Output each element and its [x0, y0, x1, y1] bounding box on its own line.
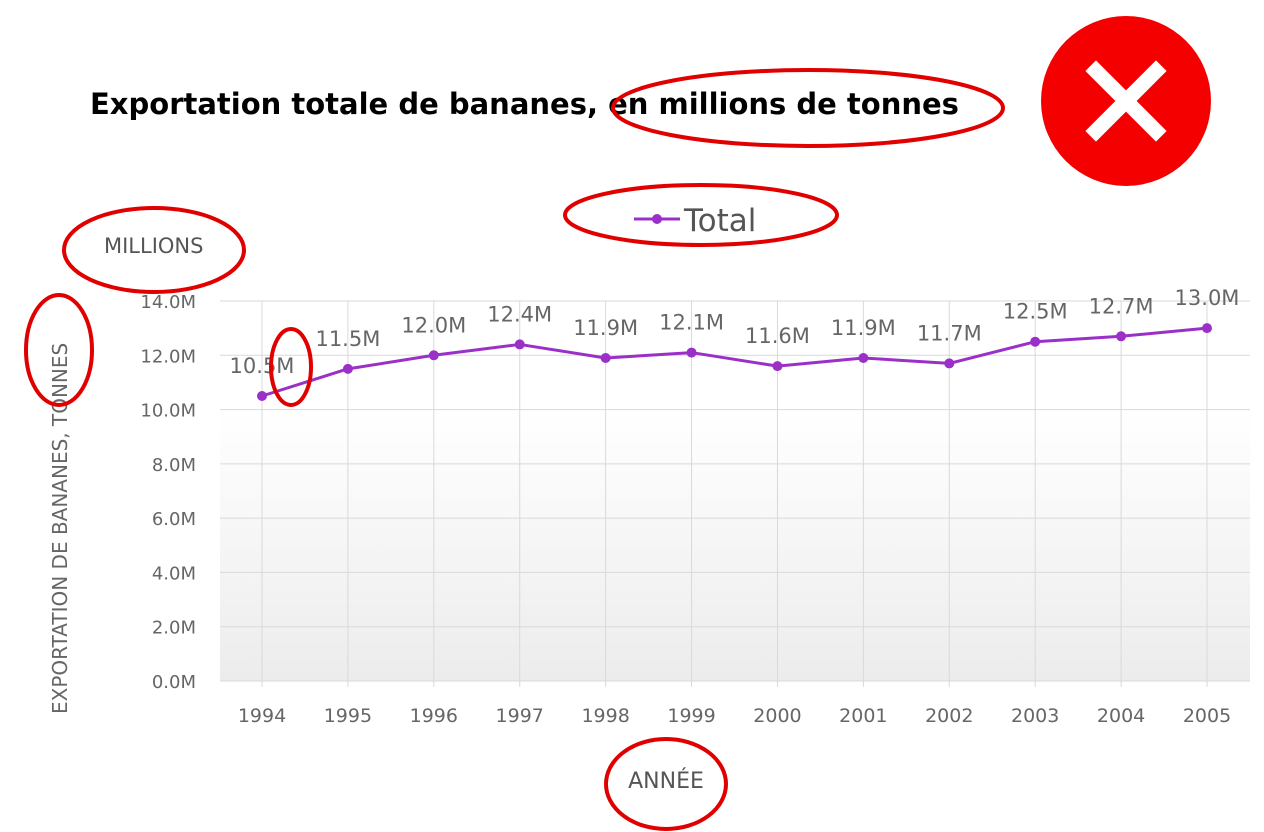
y-tick-label: 4.0M [152, 563, 196, 584]
annotation-ellipse-unit-title [611, 68, 1005, 148]
y-tick-label: 0.0M [152, 672, 196, 693]
x-tick-label: 1996 [410, 705, 458, 727]
annotation-ellipse-first-label [269, 327, 313, 407]
data-label: 11.9M [573, 316, 638, 340]
data-label: 11.9M [831, 316, 896, 340]
data-label: 13.0M [1175, 286, 1240, 310]
x-tick-label: 2002 [925, 705, 973, 727]
unit-label: MILLIONS [104, 234, 203, 258]
x-tick-label: 1994 [238, 705, 286, 727]
data-point [428, 350, 439, 361]
y-tick-label: 10.0M [140, 401, 196, 422]
series-total [261, 326, 1208, 398]
annotation-ellipse-annee [604, 737, 728, 831]
data-point [1116, 331, 1127, 342]
data-point [257, 391, 267, 401]
x-tick-label: 2005 [1183, 705, 1231, 727]
y-tick-label: 14.0M [140, 292, 196, 313]
chart-title: Exportation totale de bananes, en millio… [90, 87, 959, 121]
x-axis-ticks: 1994 1995 1996 1997 1998 1999 2000 2001 2002 2003… [238, 705, 1231, 727]
data-label: 12.1M [659, 311, 724, 335]
data-point [686, 347, 697, 358]
x-tick-label: 1997 [496, 705, 544, 727]
x-tick-label: 2004 [1097, 705, 1145, 727]
plot-area [220, 410, 1250, 681]
y-tick-label: 8.0M [152, 455, 196, 476]
data-point [772, 361, 783, 372]
x-tick-label: 1998 [581, 705, 629, 727]
data-label: 12.0M [401, 313, 466, 337]
data-label: 11.6M [745, 324, 810, 348]
y-tick-label: 12.0M [140, 346, 196, 367]
data-points [257, 323, 1212, 401]
close-icon [1041, 16, 1211, 186]
data-label: 12.4M [487, 302, 552, 326]
x-tick-label: 1999 [667, 705, 715, 727]
data-label: 12.7M [1089, 294, 1154, 318]
data-point [1202, 323, 1212, 334]
data-point [944, 358, 955, 369]
y-tick-label: 6.0M [152, 509, 196, 530]
x-tick-label: 2001 [839, 705, 887, 727]
data-point [1030, 336, 1041, 347]
legend-label-total: Total [683, 203, 756, 239]
annotation-ellipse-millions [62, 206, 246, 294]
x-tick-label: 2003 [1011, 705, 1059, 727]
data-label: 11.5M [315, 327, 380, 351]
annotation-ellipse-tonnes [24, 293, 94, 407]
y-tick-label: 2.0M [152, 618, 196, 639]
x-axis-label: ANNÉE [628, 768, 704, 794]
data-point [858, 353, 869, 363]
x-tick-label: 1995 [324, 705, 372, 727]
data-label: 11.7M [917, 321, 982, 345]
data-label: 12.5M [1003, 300, 1068, 324]
data-label: 10.5M [230, 354, 295, 378]
data-point [600, 353, 611, 363]
legend: Total [634, 203, 756, 239]
y-axis-ticks: 0.0M 2.0M 4.0M 6.0M 8.0M 10.0M 12.0M 14.0M [140, 292, 196, 693]
data-labels: 10.5M 11.5M 12.0M 12.4M 11.9M 12.1M 11.6M 11.9M… [230, 286, 1240, 378]
annotation-ellipse-legend [563, 183, 839, 247]
series-line-total [261, 326, 1208, 398]
x-tick-label: 2000 [753, 705, 801, 727]
data-point [514, 339, 525, 350]
annotations [24, 68, 1005, 831]
data-point [342, 363, 353, 374]
y-axis-label: EXPORTATION DE BANANES, TONNES [48, 343, 72, 714]
